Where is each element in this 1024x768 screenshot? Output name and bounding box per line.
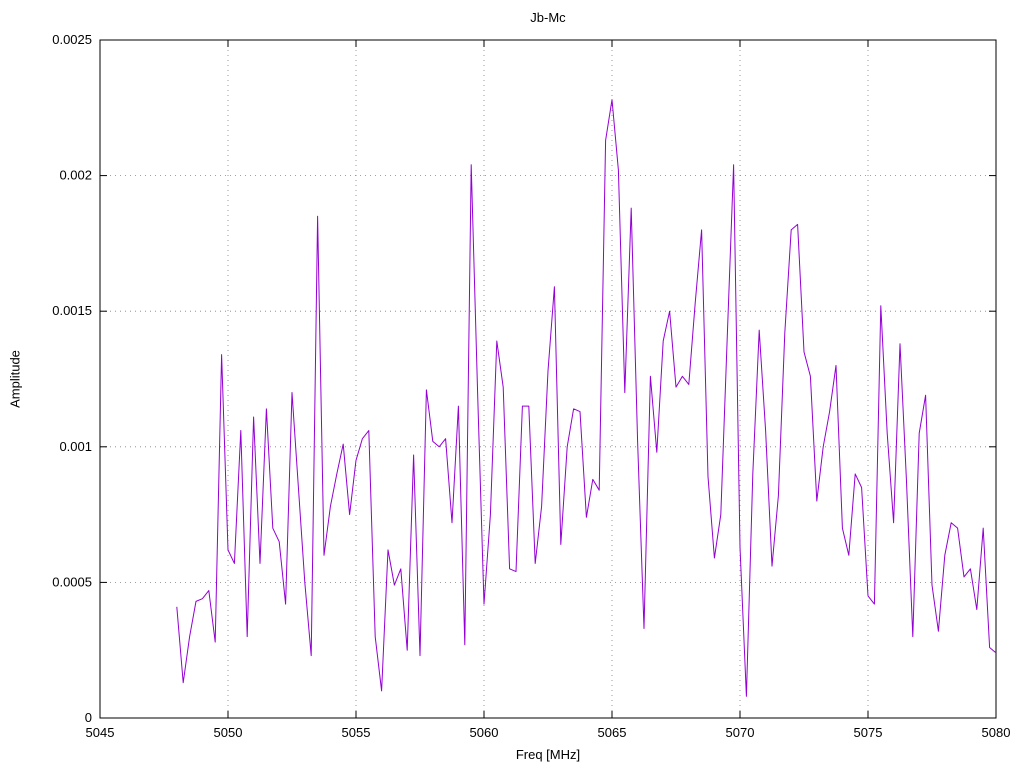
y-tick-label: 0.0015 bbox=[52, 303, 92, 318]
x-tick-label: 5070 bbox=[726, 725, 755, 740]
x-tick-label: 5065 bbox=[598, 725, 627, 740]
y-tick-label: 0.0005 bbox=[52, 574, 92, 589]
x-tick-label: 5050 bbox=[214, 725, 243, 740]
plot-border bbox=[99, 39, 997, 719]
x-tick-label: 5075 bbox=[854, 725, 883, 740]
y-tick-label: 0 bbox=[85, 710, 92, 725]
y-axis-label: Amplitude bbox=[7, 350, 23, 408]
chart-title: Jb-Mc bbox=[530, 10, 566, 25]
data-line bbox=[176, 99, 997, 697]
y-tick-label: 0.001 bbox=[59, 439, 92, 454]
x-tick-label: 5045 bbox=[86, 725, 115, 740]
x-tick-label: 5080 bbox=[982, 725, 1011, 740]
x-tick-label: 5060 bbox=[470, 725, 499, 740]
x-axis-label: Freq [MHz] bbox=[515, 747, 581, 762]
y-tick-label: 0.0025 bbox=[52, 32, 92, 47]
y-tick-label: 0.002 bbox=[59, 168, 92, 183]
x-tick-label: 5055 bbox=[342, 725, 371, 740]
